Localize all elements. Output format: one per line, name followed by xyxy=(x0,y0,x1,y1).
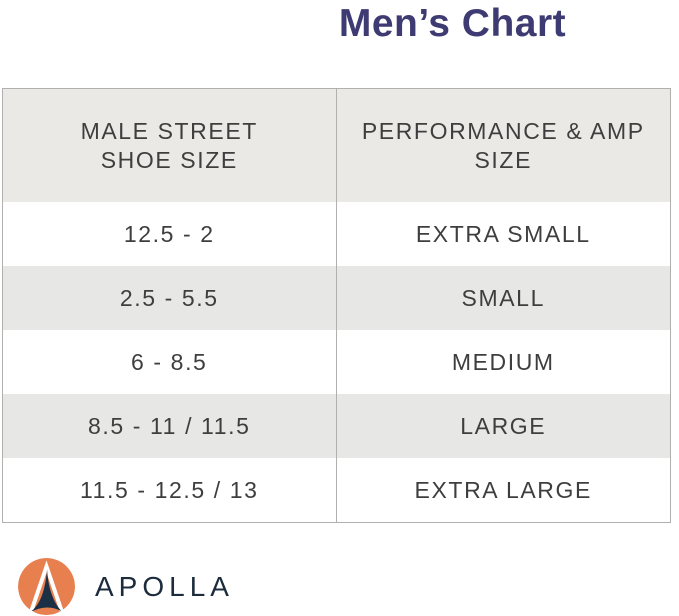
column-header-shoe-size: MALE STREET SHOE SIZE xyxy=(3,89,337,202)
shoe-size-cell: 6 - 8.5 xyxy=(3,330,337,394)
column-header-line: MALE STREET xyxy=(80,117,258,144)
amp-size-cell: SMALL xyxy=(461,284,545,311)
table-header-row: MALE STREET SHOE SIZE PERFORMANCE & AMP … xyxy=(3,89,670,202)
table-row: 12.5 - 2 EXTRA SMALL xyxy=(3,202,670,266)
table-row: 6 - 8.5 MEDIUM xyxy=(3,330,670,394)
column-header-line: SHOE SIZE xyxy=(100,146,238,173)
amp-size-cell: MEDIUM xyxy=(451,348,555,375)
amp-size-cell: EXTRA SMALL xyxy=(415,220,591,247)
amp-size-cell: LARGE xyxy=(460,412,547,439)
apolla-logo-icon xyxy=(18,558,75,615)
table-row: 11.5 - 12.5 / 13 EXTRA LARGE xyxy=(3,458,670,522)
amp-size-cell: EXTRA LARGE xyxy=(414,476,592,503)
table-row: 8.5 - 11 / 11.5 LARGE xyxy=(3,394,670,458)
column-header-line: SIZE xyxy=(474,146,533,173)
page-title: Men’s Chart xyxy=(338,2,567,45)
shoe-size-cell: 11.5 - 12.5 / 13 xyxy=(3,458,337,522)
table-row: 2.5 - 5.5 SMALL xyxy=(3,266,670,330)
shoe-size-cell: 12.5 - 2 xyxy=(3,202,337,266)
column-header-line: PERFORMANCE & AMP xyxy=(361,117,645,144)
mens-size-table: MALE STREET SHOE SIZE PERFORMANCE & AMP … xyxy=(2,88,671,523)
brand-wordmark: APOLLA xyxy=(95,570,234,602)
brand-footer: APOLLA xyxy=(18,558,234,615)
shoe-size-cell: 2.5 - 5.5 xyxy=(3,266,337,330)
shoe-size-cell: 8.5 - 11 / 11.5 xyxy=(3,394,337,458)
column-header-amp-size: PERFORMANCE & AMP SIZE xyxy=(337,89,671,202)
